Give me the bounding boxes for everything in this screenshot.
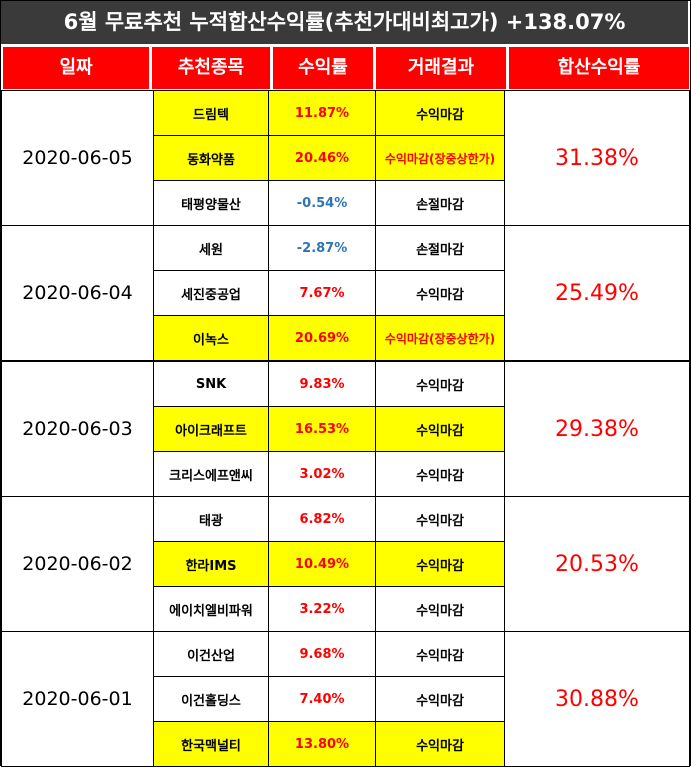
result-cell: 수익마감(장중상한가) <box>375 135 505 181</box>
stock-name-cell: 태광 <box>153 496 269 542</box>
return-cell: 7.67% <box>268 270 376 316</box>
result-cell: 수익마감 <box>375 496 505 542</box>
total-return-cell: 25.49% <box>504 225 690 361</box>
date-cell: 2020-06-01 <box>1 631 154 767</box>
total-return-cell: 29.38% <box>504 361 690 497</box>
result-cell: 손절마감 <box>375 180 505 226</box>
return-cell: 11.87% <box>268 90 376 136</box>
result-cell: 수익마감 <box>375 721 505 767</box>
return-cell: 9.68% <box>268 631 376 677</box>
return-cell: 7.40% <box>268 676 376 722</box>
stock-name-cell: 이건산업 <box>153 631 269 677</box>
total-return-cell: 31.38% <box>504 90 690 226</box>
return-cell: -0.54% <box>268 180 376 226</box>
header-stock: 추천종목 <box>152 47 270 89</box>
stock-name-cell: SNK <box>153 361 269 407</box>
result-cell: 손절마감 <box>375 225 505 271</box>
stock-name-cell: 세진중공업 <box>153 270 269 316</box>
date-cell: 2020-06-03 <box>1 361 154 497</box>
total-return-cell: 20.53% <box>504 496 690 632</box>
header-total: 합산수익률 <box>509 47 689 89</box>
result-cell: 수익마감 <box>375 586 505 632</box>
date-cell: 2020-06-04 <box>1 225 154 361</box>
stock-name-cell: 한라IMS <box>153 541 269 587</box>
stock-name-cell: 크리스에프앤씨 <box>153 451 269 497</box>
result-cell: 수익마감 <box>375 541 505 587</box>
return-cell: 20.46% <box>268 135 376 181</box>
stock-name-cell: 아이크래프트 <box>153 406 269 452</box>
result-cell: 수익마감 <box>375 361 505 407</box>
header-return: 수익률 <box>273 47 373 89</box>
result-cell: 수익마감(장중상한가) <box>375 315 505 361</box>
return-cell: -2.87% <box>268 225 376 271</box>
stock-name-cell: 드림텍 <box>153 90 269 136</box>
return-cell: 10.49% <box>268 541 376 587</box>
date-cell: 2020-06-05 <box>1 90 154 226</box>
return-cell: 3.22% <box>268 586 376 632</box>
return-cell: 3.02% <box>268 451 376 497</box>
stock-name-cell: 세원 <box>153 225 269 271</box>
result-cell: 수익마감 <box>375 90 505 136</box>
return-cell: 20.69% <box>268 315 376 361</box>
result-cell: 수익마감 <box>375 631 505 677</box>
stock-name-cell: 동화약품 <box>153 135 269 181</box>
date-cell: 2020-06-02 <box>1 496 154 632</box>
return-cell: 9.83% <box>268 361 376 407</box>
page-title: 6월 무료추천 누적합산수익률(추천가대비최고가) +138.07% <box>1 1 688 44</box>
result-cell: 수익마감 <box>375 451 505 497</box>
stock-name-cell: 에이치엘비파워 <box>153 586 269 632</box>
stock-name-cell: 한국맥널티 <box>153 721 269 767</box>
result-cell: 수익마감 <box>375 270 505 316</box>
result-cell: 수익마감 <box>375 676 505 722</box>
result-cell: 수익마감 <box>375 406 505 452</box>
return-cell: 13.80% <box>268 721 376 767</box>
stock-name-cell: 이건홀딩스 <box>153 676 269 722</box>
header-date: 일짜 <box>3 47 149 89</box>
stock-name-cell: 이녹스 <box>153 315 269 361</box>
return-cell: 6.82% <box>268 496 376 542</box>
header-result: 거래결과 <box>376 47 506 89</box>
return-cell: 16.53% <box>268 406 376 452</box>
total-return-cell: 30.88% <box>504 631 690 767</box>
stock-name-cell: 태평양물산 <box>153 180 269 226</box>
